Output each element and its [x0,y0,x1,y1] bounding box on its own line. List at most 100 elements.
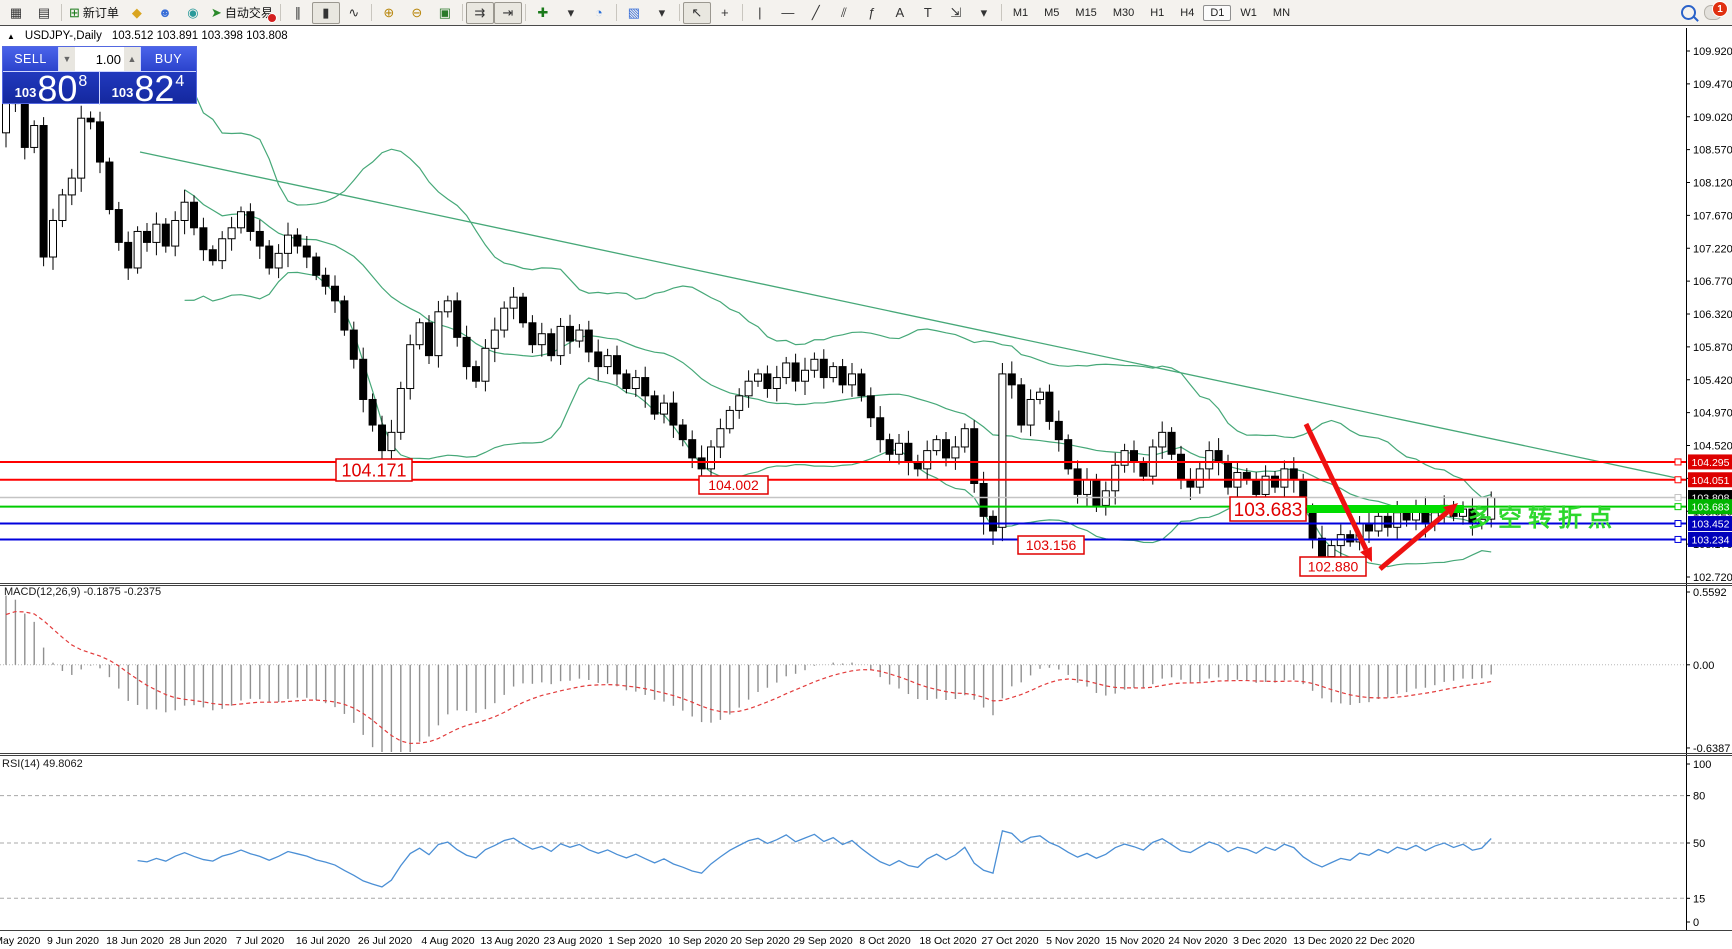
buy-price-pipette: 4 [175,73,185,90]
bb-upper-band [184,78,1492,499]
svg-text:106.770: 106.770 [1693,276,1732,288]
svg-text:108.120: 108.120 [1693,178,1732,190]
autotrading-stopped-badge [266,12,277,23]
templates-dropdown-icon[interactable]: ▾ [658,4,666,20]
svg-text:13 Dec 2020: 13 Dec 2020 [1293,935,1353,947]
red-arrow-head [1360,546,1372,562]
new-order-button[interactable]: ⊞ 新订单 [69,4,119,21]
zoom-out-icon[interactable]: ⊖ [411,4,423,20]
svg-text:8 Oct 2020: 8 Oct 2020 [859,935,911,947]
shapes-dropdown-icon[interactable]: ▾ [980,4,988,20]
svg-text:105.870: 105.870 [1693,342,1732,354]
svg-text:104.970: 104.970 [1693,408,1732,420]
candlestick-chart-icon[interactable]: ▮ [311,1,340,24]
toolbar-separator [615,4,617,21]
svg-text:28 Jun 2020: 28 Jun 2020 [169,935,227,947]
timeframe-mn[interactable]: MN [1272,6,1291,19]
indicators-add-icon[interactable]: ✚ [537,4,549,20]
svg-text:18 Oct 2020: 18 Oct 2020 [919,935,976,947]
timeframe-m5[interactable]: M5 [1044,6,1060,19]
svg-text:50: 50 [1693,838,1705,850]
volume-control: ▼ ▲ [58,47,141,71]
svg-text:4 Aug 2020: 4 Aug 2020 [421,935,474,947]
volume-decrease-button[interactable]: ▼ [59,47,75,71]
tile-windows-icon[interactable]: ▣ [438,4,451,20]
buy-button[interactable]: BUY [141,47,196,71]
svg-text:-0.6387: -0.6387 [1693,743,1730,755]
svg-text:15: 15 [1693,893,1705,905]
timeframe-w1[interactable]: W1 [1240,6,1257,19]
auto-scroll-icon[interactable]: ⇉ [465,1,494,24]
horizontal-line-icon[interactable]: — [781,5,795,20]
svg-text:15 Nov 2020: 15 Nov 2020 [1105,935,1165,947]
market-watch-icon[interactable]: ☻ [158,5,172,20]
timeframe-m30[interactable]: M30 [1112,6,1135,19]
volume-increase-button[interactable]: ▲ [124,47,140,71]
svg-text:103.156: 103.156 [1026,537,1077,553]
toolbar-separator [1000,4,1002,21]
search-icon[interactable] [1681,5,1696,20]
svg-text:109.020: 109.020 [1693,112,1732,124]
bb-lower-band [184,271,1492,568]
svg-text:26 Jul 2020: 26 Jul 2020 [358,935,412,947]
candles-group [2,51,1496,566]
bar-chart-icon[interactable]: ∥ [294,4,302,20]
cn-turning-point-label: 多空转折点 [1468,504,1618,532]
svg-text:16 Jul 2020: 16 Jul 2020 [296,935,350,947]
buy-price[interactable]: 103 82 4 [100,71,196,107]
timeframe-m1[interactable]: M1 [1012,6,1029,19]
rsi-label: RSI(14) 49.8062 [2,758,83,770]
cursor-icon[interactable]: ↖ [682,1,711,24]
macd-label: MACD(12,26,9) -0.1875 -0.2375 [4,586,162,598]
history-center-icon[interactable]: ◆ [131,4,142,20]
notifications-icon[interactable]: 1 [1704,1,1728,20]
svg-text:5 Nov 2020: 5 Nov 2020 [1046,935,1100,947]
svg-text:103.452: 103.452 [1692,519,1730,531]
toolbar-separator [279,4,281,21]
toolbar-separator [61,4,62,21]
svg-text:0: 0 [1693,917,1699,929]
volume-input[interactable] [75,47,124,71]
svg-text:109.920: 109.920 [1693,46,1732,58]
svg-text:20 Sep 2020: 20 Sep 2020 [730,935,790,947]
trendline-icon[interactable]: ╱ [811,4,820,20]
chart-shift-icon[interactable]: ⇥ [493,1,522,24]
timeframe-h1[interactable]: H1 [1150,6,1165,19]
channel-icon[interactable]: ⫽ [840,4,847,20]
svg-text:103.683: 103.683 [1234,500,1303,521]
templates-icon[interactable]: ▧ [627,4,640,20]
shapes-icon[interactable]: ⇲ [950,4,962,20]
svg-text:103.234: 103.234 [1692,534,1730,546]
rsi-line [137,830,1492,888]
line-chart-icon[interactable]: ∿ [348,4,360,20]
vertical-line-icon[interactable]: | [758,5,762,20]
autotrading-button[interactable]: ➤ 自动交易 [207,2,277,24]
text-icon[interactable]: A [895,5,905,20]
new-chart-icon[interactable]: ▦ [9,4,23,20]
profiles-icon[interactable]: ▤ [37,4,51,20]
sell-price-pipette: 8 [78,73,88,90]
one-click-collapse-icon[interactable]: ▲ [7,31,15,41]
sell-price[interactable]: 103 80 8 [3,68,100,109]
date-axis: 31 May 2020 9 Jun 2020 18 Jun 2020 28 Jun 2… [0,935,1415,947]
fibonacci-icon[interactable]: ƒ [868,5,876,20]
svg-text:22 Dec 2020: 22 Dec 2020 [1355,935,1415,947]
timeframe-h4[interactable]: H4 [1180,6,1195,19]
crosshair-icon[interactable]: + [721,5,729,20]
svg-text:102.720: 102.720 [1693,572,1732,584]
label-icon[interactable]: T [923,5,932,20]
timeframe-d1[interactable]: D1 [1203,4,1232,21]
timeframe-m15[interactable]: M15 [1075,6,1097,19]
zoom-in-icon[interactable]: ⊕ [383,4,395,20]
sell-price-pips: 80 [37,68,78,109]
pane-borders [0,28,1732,931]
svg-text:103.683: 103.683 [1692,502,1730,514]
indicators-dropdown-icon[interactable]: ▾ [567,4,575,20]
periods-icon[interactable]: ◔ [594,5,603,20]
svg-text:104.520: 104.520 [1693,441,1732,453]
svg-text:10 Sep 2020: 10 Sep 2020 [668,935,728,947]
mql5-community-icon[interactable]: ◉ [187,4,199,20]
sell-button[interactable]: SELL [3,47,58,71]
level-lines [0,458,1686,543]
